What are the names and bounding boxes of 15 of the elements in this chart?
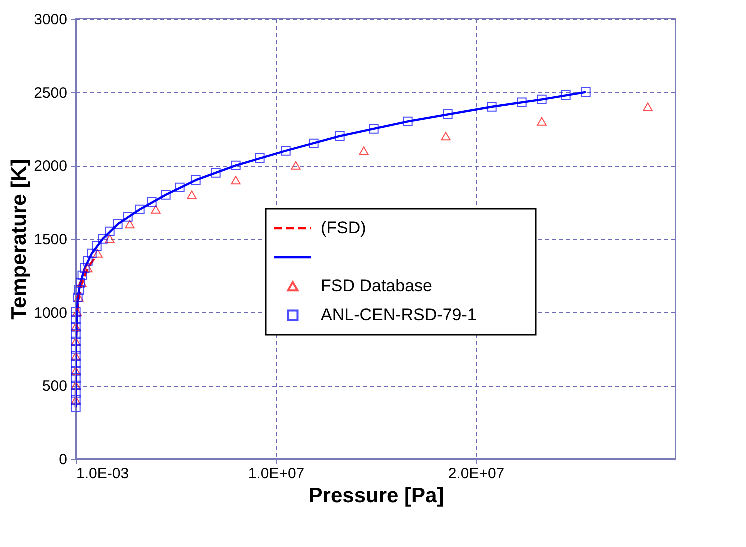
legend-label: (FSD) — [321, 218, 366, 238]
x-axis-title: Pressure [Pa] — [308, 484, 444, 508]
y-tick-label: 2000 — [34, 158, 68, 176]
y-tick-label: 500 — [42, 378, 68, 396]
y-tick-label: 3000 — [34, 12, 68, 28]
x-tick-label: 1.0E+07 — [248, 466, 305, 482]
y-tick-label: 2500 — [34, 84, 68, 102]
y-axis-title: Temperature [K] — [8, 159, 32, 320]
y-tick-label: 0 — [59, 452, 68, 468]
legend-label: FSD Database — [321, 276, 432, 296]
x-tick-label: 1.0E-03 — [76, 466, 130, 482]
x-tick-label: 2.0E+07 — [448, 466, 505, 482]
y-tick-label: 1000 — [34, 304, 68, 322]
legend-label: ANL-CEN-RSD-79-1 — [321, 306, 477, 324]
y-tick-label: 1500 — [34, 232, 68, 248]
